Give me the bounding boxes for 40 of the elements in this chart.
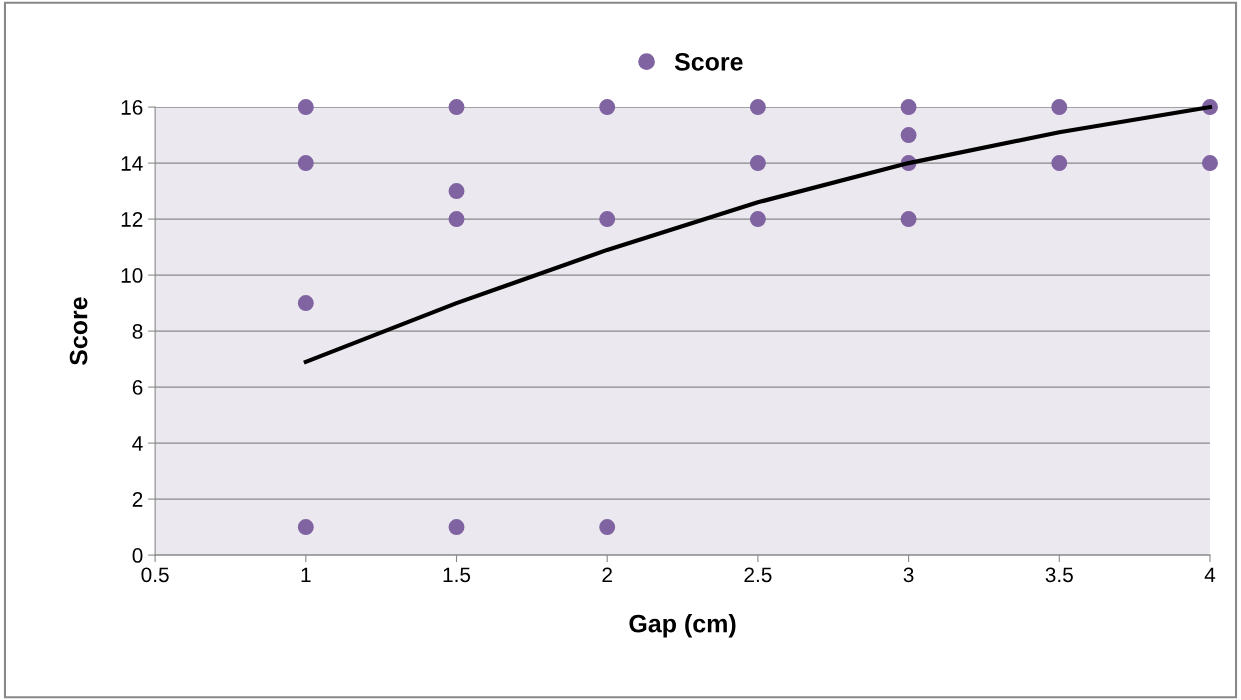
y-tick-label: 2 xyxy=(132,492,143,507)
x-axis-title: Gap (cm) xyxy=(629,614,736,638)
x-tick-label: 2 xyxy=(602,567,612,582)
point xyxy=(297,155,314,172)
y-tick-label: 4 xyxy=(132,436,143,451)
legend-label: Score xyxy=(674,53,743,71)
point xyxy=(1051,99,1068,116)
x-tick-label: 0.5 xyxy=(141,567,169,583)
point xyxy=(749,211,766,228)
x-tick-label: 3.5 xyxy=(1045,567,1073,583)
point xyxy=(448,183,465,200)
x-tick-label: 1.5 xyxy=(443,567,471,583)
point xyxy=(749,99,766,116)
y-tick-label: 14 xyxy=(121,156,143,171)
point xyxy=(448,99,465,116)
point xyxy=(448,211,465,228)
y-tick-label: 8 xyxy=(132,324,143,339)
y-axis-title: Score xyxy=(69,297,88,366)
point xyxy=(1051,155,1068,172)
point xyxy=(448,519,465,536)
y-tick-label: 10 xyxy=(121,268,143,283)
point xyxy=(297,519,314,536)
point xyxy=(599,211,616,228)
point xyxy=(749,155,766,172)
y-tick-label: 6 xyxy=(132,380,143,395)
point xyxy=(1201,155,1218,172)
y-tick-label: 12 xyxy=(121,212,143,227)
point xyxy=(599,519,616,536)
point xyxy=(297,99,314,116)
y-tick-label: 16 xyxy=(121,100,143,115)
x-tick-label: 1 xyxy=(301,567,311,582)
x-tick-label: 2.5 xyxy=(744,567,772,583)
point xyxy=(900,127,917,144)
point xyxy=(900,99,917,116)
y-tick-label: 0 xyxy=(132,548,143,563)
x-tick-label: 3 xyxy=(903,567,914,583)
point xyxy=(599,99,616,116)
x-tick-label: 4 xyxy=(1204,567,1216,582)
point xyxy=(297,295,314,312)
point xyxy=(900,211,917,228)
